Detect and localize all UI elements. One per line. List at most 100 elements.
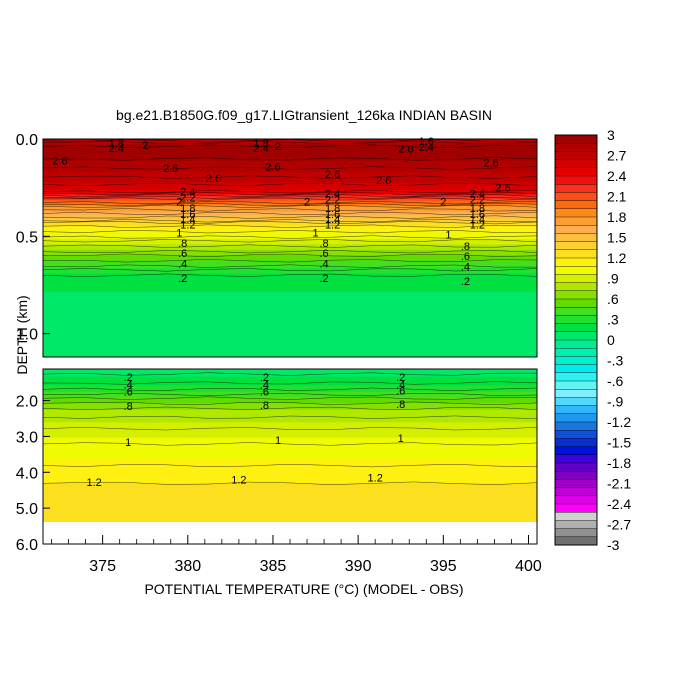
contour-label: 1 <box>312 227 318 239</box>
contour-line <box>43 175 537 179</box>
contour-line <box>43 239 537 243</box>
color-band <box>43 511 537 514</box>
contour-line <box>43 268 537 272</box>
color-band <box>43 275 537 278</box>
colorbar-swatch <box>554 364 598 374</box>
color-band <box>43 246 537 249</box>
color-band <box>43 518 537 521</box>
colorbar-swatch <box>554 192 598 202</box>
color-band <box>43 264 537 267</box>
contour-label: 2.6 <box>398 144 413 156</box>
color-band <box>43 501 537 503</box>
contour-line <box>43 235 537 239</box>
contour-line <box>43 144 537 148</box>
colorbar-swatch <box>554 307 598 316</box>
color-band <box>43 507 537 510</box>
contour-label: 2.4 <box>419 142 434 154</box>
x-tick-label: 395 <box>430 558 457 575</box>
color-band <box>43 155 537 158</box>
colorbar-swatch <box>554 446 598 456</box>
color-band <box>43 426 537 429</box>
colorbar-swatch <box>554 528 598 538</box>
color-band <box>43 369 537 371</box>
color-band <box>43 388 537 390</box>
color-band <box>43 286 537 289</box>
colorbar-swatch <box>554 462 598 472</box>
color-band <box>43 446 537 449</box>
contour-label: 2.2 <box>470 194 485 206</box>
colorbar-swatch <box>554 208 598 218</box>
color-band <box>43 418 537 421</box>
color-band <box>43 269 537 273</box>
y-tick-label: 4.0 <box>16 465 38 482</box>
color-band <box>43 315 537 318</box>
color-band <box>43 377 537 380</box>
color-band <box>43 166 537 169</box>
color-band <box>43 257 537 260</box>
colorbar-swatch <box>554 536 598 546</box>
color-band <box>43 277 537 280</box>
color-band <box>43 476 537 479</box>
contour-label: 2.6 <box>495 183 510 195</box>
colorbar-swatch <box>554 142 598 152</box>
color-band <box>43 218 537 222</box>
colorbar-label: -.6 <box>607 373 624 389</box>
color-band <box>43 209 537 213</box>
color-band <box>43 398 537 401</box>
color-band <box>43 490 537 493</box>
colorbar-swatch <box>554 405 598 415</box>
color-band <box>43 484 537 487</box>
color-band <box>43 496 537 498</box>
color-band <box>43 320 537 324</box>
color-band <box>43 297 537 300</box>
color-band <box>43 415 537 418</box>
color-band <box>43 217 537 220</box>
contour-label: 1.6 <box>325 209 340 221</box>
contour-label: 1 <box>125 437 131 449</box>
y-tick-label: 5.0 <box>16 501 38 518</box>
color-band <box>43 144 537 147</box>
color-band <box>43 470 537 473</box>
contour-line <box>43 220 537 225</box>
colorbar-label: .9 <box>607 271 619 287</box>
lower-panel: .2.4.6.811.2.2.4.6.811.2.2.4.6.811.2 <box>42 368 538 545</box>
color-band <box>43 271 537 275</box>
colorbar-label: 2.1 <box>607 189 627 205</box>
contour-label: 1.2 <box>325 220 340 232</box>
color-band <box>43 353 537 356</box>
contour-line <box>43 215 537 219</box>
color-band <box>43 289 537 293</box>
color-band <box>43 509 537 512</box>
color-band <box>43 385 537 388</box>
color-band <box>43 313 537 316</box>
color-band <box>43 403 537 406</box>
contour-label: .2 <box>260 372 269 384</box>
contour-label: 2.4 <box>180 187 195 199</box>
colorbar-label: -1.8 <box>607 455 631 471</box>
color-band <box>43 228 537 231</box>
color-band <box>43 267 537 271</box>
contour-label: .4 <box>124 379 133 391</box>
colorbar-swatch <box>554 134 598 144</box>
lower-contour-lines <box>43 372 537 485</box>
color-band <box>43 393 537 396</box>
colorbar-swatch <box>554 512 598 521</box>
colorbar-swatch <box>554 479 598 489</box>
color-band <box>43 391 537 394</box>
colorbar-swatch <box>554 282 598 292</box>
color-band <box>43 164 537 167</box>
contour-label: 1 <box>176 227 182 239</box>
color-band <box>43 322 537 325</box>
colorbar-label: 2.4 <box>607 168 627 184</box>
colorbar-swatch <box>554 274 598 284</box>
contour-line <box>43 392 537 397</box>
color-band <box>43 503 537 506</box>
color-band <box>43 455 537 458</box>
color-band <box>43 151 537 155</box>
contour-label: 2.6 <box>163 163 178 175</box>
contour-label: .8 <box>461 241 470 253</box>
y-tick-label: 0.5 <box>16 229 38 246</box>
color-band <box>43 371 537 374</box>
color-band <box>43 351 537 354</box>
colorbar-swatch <box>554 249 598 259</box>
